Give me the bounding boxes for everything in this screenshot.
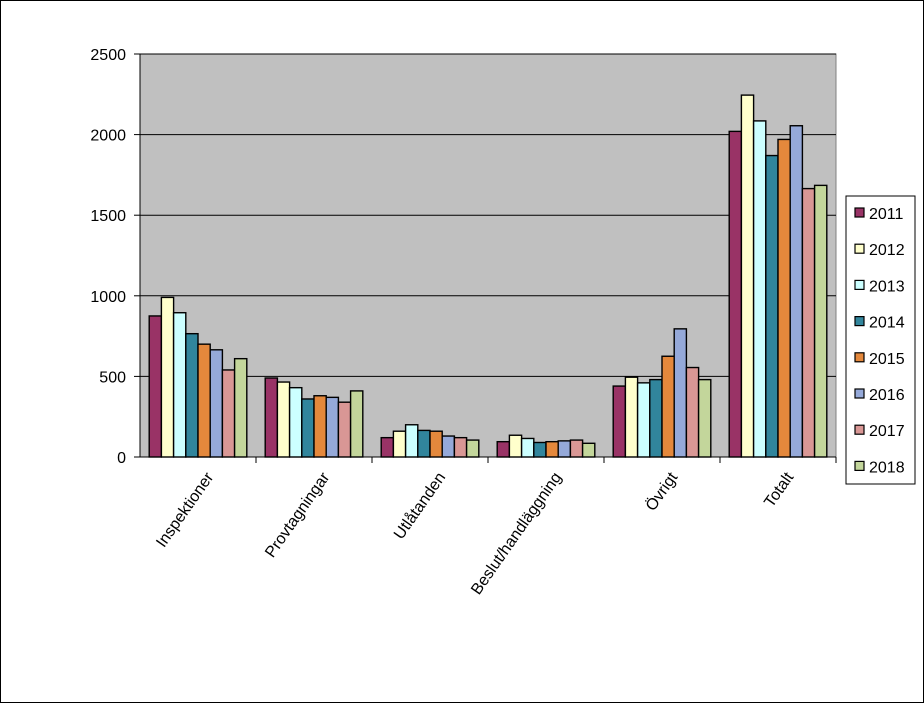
bar <box>508 434 523 458</box>
plot-area <box>139 53 837 458</box>
bar <box>185 332 199 458</box>
y-tick-label: 2000 <box>90 128 126 145</box>
bar <box>233 357 248 458</box>
bar <box>673 328 688 458</box>
bar <box>197 343 211 458</box>
legend-label: 2013 <box>869 278 905 295</box>
legend-swatch <box>854 243 865 254</box>
x-tick-label: Provtagningar <box>262 469 333 561</box>
bar <box>545 440 559 458</box>
legend-label: 2016 <box>869 387 905 404</box>
legend-label: 2014 <box>869 315 905 332</box>
bar <box>520 437 535 458</box>
bar <box>813 184 828 458</box>
legend-swatch <box>854 460 865 471</box>
bar <box>697 378 712 458</box>
legend <box>845 195 916 485</box>
legend-swatch <box>854 207 865 218</box>
bar <box>581 442 596 458</box>
bar <box>380 436 395 458</box>
y-tick-label: 500 <box>99 369 126 386</box>
bar <box>404 424 419 458</box>
bar <box>337 401 352 458</box>
y-tick-label: 1500 <box>90 208 126 225</box>
legend-swatch <box>854 316 865 327</box>
bar <box>569 439 584 458</box>
bar <box>325 396 340 458</box>
bar <box>276 381 291 458</box>
bar <box>636 382 651 458</box>
y-tick-label: 1000 <box>90 289 126 306</box>
bar <box>728 130 743 458</box>
bar <box>612 385 627 458</box>
bar <box>661 355 675 458</box>
y-tick-label: 0 <box>117 450 126 467</box>
bar <box>789 125 804 458</box>
bar <box>777 138 791 458</box>
x-tick-label: Totalt <box>761 469 797 511</box>
legend-label: 2011 <box>869 206 904 223</box>
bar <box>160 296 175 458</box>
bar <box>349 390 364 458</box>
bar <box>288 386 303 458</box>
bar <box>264 377 279 458</box>
bar <box>172 312 187 458</box>
legend-label: 2017 <box>869 423 905 440</box>
bar <box>533 441 547 458</box>
legend-swatch <box>854 279 865 290</box>
x-tick-label: Beslut/handläggning <box>468 470 565 599</box>
bar <box>221 369 236 458</box>
bar <box>313 395 327 458</box>
bar <box>752 120 767 458</box>
bar <box>765 154 779 458</box>
bar <box>441 435 456 458</box>
y-tick-label: 2500 <box>90 47 126 64</box>
bar <box>624 376 639 458</box>
bar <box>685 366 700 458</box>
bar <box>301 398 315 458</box>
legend-swatch <box>854 388 865 399</box>
x-tick-label: Övrigt <box>642 469 682 515</box>
x-tick-label: Utlåtanden <box>390 469 449 543</box>
bar <box>740 94 755 458</box>
bar <box>496 440 511 458</box>
bar <box>453 436 468 458</box>
bar <box>392 430 407 458</box>
bar <box>557 440 572 458</box>
bar <box>429 430 443 458</box>
legend-swatch <box>854 424 865 435</box>
bar <box>148 315 163 458</box>
legend-label: 2018 <box>869 459 905 476</box>
bar <box>649 378 663 458</box>
legend-label: 2012 <box>869 242 905 259</box>
legend-swatch <box>854 352 865 363</box>
bar <box>801 187 816 458</box>
legend-label: 2015 <box>869 351 905 368</box>
x-tick-label: Inspektioner <box>153 469 217 551</box>
bar <box>465 439 480 458</box>
bar <box>417 429 431 458</box>
bar <box>209 349 224 458</box>
